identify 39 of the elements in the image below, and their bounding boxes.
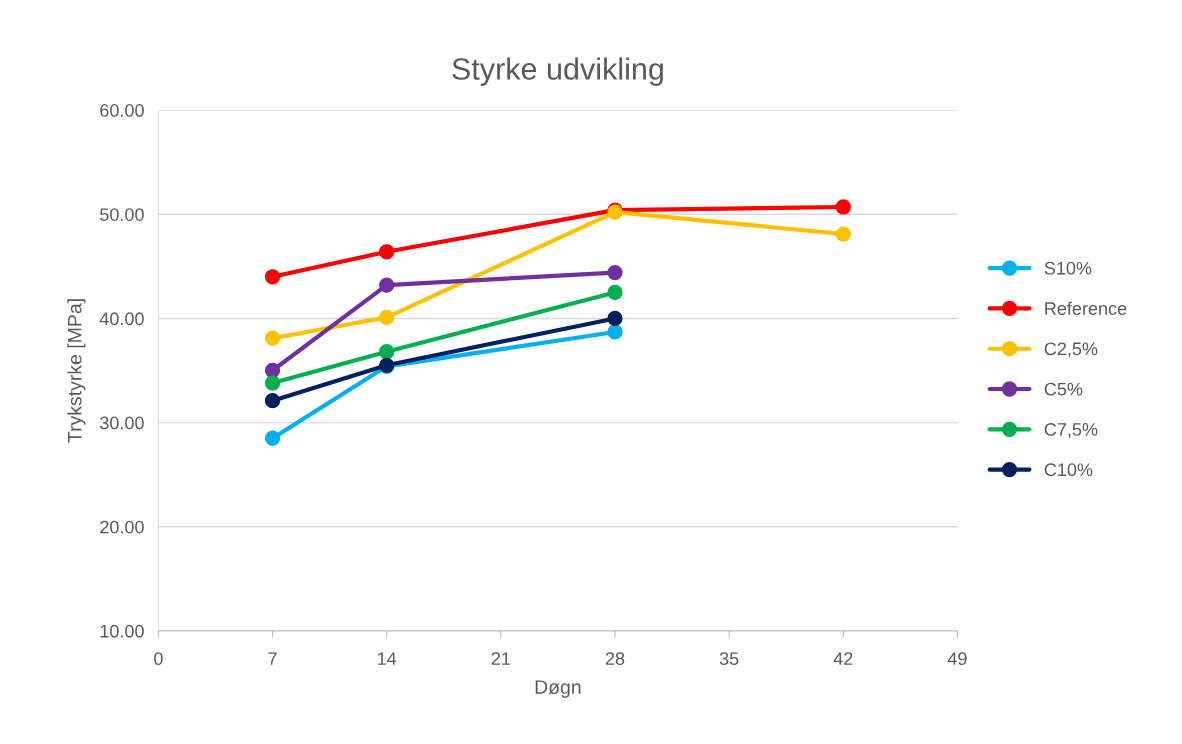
legend-label: C2,5% [1044, 342, 1098, 358]
point [264, 375, 281, 391]
x-tick-label: 7 [268, 652, 277, 665]
point [379, 309, 395, 326]
point [607, 264, 623, 281]
legend-label: Reference [1045, 301, 1127, 315]
point [264, 393, 281, 409]
y-tick-label: 50.00 [100, 208, 144, 221]
point [835, 199, 851, 215]
x-tick-label: 49 [947, 652, 967, 666]
legend-label: C10% [1044, 463, 1093, 477]
x-tick-label: 0 [154, 652, 163, 666]
y-axis-title: Trykstyrke [MPa] [67, 299, 86, 443]
legend-label: S10% [1044, 261, 1092, 275]
point [264, 330, 281, 346]
point [264, 430, 281, 446]
point [379, 344, 395, 360]
point [264, 269, 281, 285]
point [835, 226, 851, 242]
y-tick-label: 60.00 [100, 104, 144, 117]
y-tick-label: 40.00 [99, 312, 144, 326]
legend-label: C5% [1044, 382, 1083, 396]
chart-title: Styrke udvikling [452, 57, 663, 86]
point [607, 284, 623, 301]
x-tick-label: 42 [833, 652, 853, 665]
y-tick-label: 30.00 [100, 416, 144, 430]
x-axis-title: Døgn [535, 680, 581, 698]
x-tick-label: 21 [491, 652, 510, 665]
x-tick-label: 28 [605, 652, 625, 666]
y-tick-label: 20.00 [100, 520, 144, 534]
point [607, 324, 623, 340]
x-tick-label: 35 [719, 652, 739, 666]
legend-label: C7,5% [1044, 423, 1098, 438]
point [264, 362, 281, 379]
point [607, 310, 623, 327]
x-tick-label: 14 [378, 652, 397, 665]
point [379, 277, 395, 293]
point [379, 244, 395, 260]
y-tick-label: 10.00 [100, 624, 144, 638]
